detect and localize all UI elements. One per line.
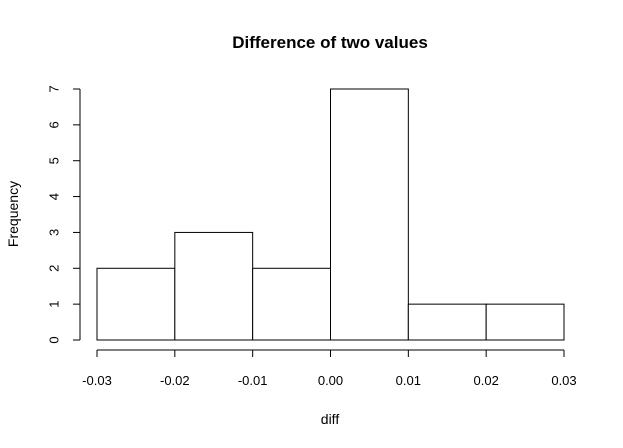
x-tick-label: -0.02 bbox=[160, 373, 190, 388]
histogram-bar-5 bbox=[485, 303, 565, 341]
x-tick-label: -0.03 bbox=[82, 373, 112, 388]
y-tick-label: 0 bbox=[47, 336, 62, 343]
chart-title: Difference of two values bbox=[232, 33, 428, 52]
histogram-bar-2 bbox=[252, 267, 332, 341]
histogram-bar-0 bbox=[96, 267, 176, 341]
x-tick-label: 0.00 bbox=[318, 373, 343, 388]
x-tick-label: 0.01 bbox=[396, 373, 421, 388]
x-tick-label: 0.02 bbox=[474, 373, 499, 388]
y-tick-label: 1 bbox=[47, 301, 62, 308]
y-tick-label: 7 bbox=[47, 85, 62, 92]
y-tick-label: 6 bbox=[47, 121, 62, 128]
y-tick-label: 3 bbox=[47, 229, 62, 236]
y-tick-label: 4 bbox=[47, 193, 62, 200]
histogram-bar-4 bbox=[407, 303, 487, 341]
x-axis-label: diff bbox=[321, 411, 340, 427]
histogram-bar-1 bbox=[174, 231, 254, 341]
x-axis: -0.03 -0.02 -0.01 0.00 0.01 0.02 0.03 bbox=[82, 349, 577, 388]
x-tick-label: -0.01 bbox=[238, 373, 268, 388]
y-tick-label: 5 bbox=[47, 157, 62, 164]
y-tick-label: 2 bbox=[47, 265, 62, 272]
x-tick-label: 0.03 bbox=[551, 373, 576, 388]
y-axis-label: Frequency bbox=[5, 181, 21, 247]
bars-group bbox=[96, 88, 565, 341]
histogram-bar-3 bbox=[330, 88, 409, 341]
y-axis: 0 1 2 3 4 5 6 7 bbox=[47, 85, 81, 344]
